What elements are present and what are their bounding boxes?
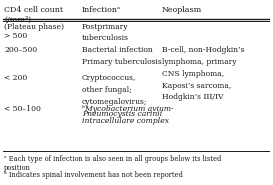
- Text: Primary tuberculosis: Primary tuberculosis: [82, 58, 161, 66]
- Text: ᵇ Indicates spinal involvement has not been reported: ᵇ Indicates spinal involvement has not b…: [4, 171, 183, 179]
- Text: ᵃ Each type of infection is also seen in all groups below its listed
position: ᵃ Each type of infection is also seen in…: [4, 155, 221, 172]
- Text: CNS lymphoma,: CNS lymphoma,: [162, 70, 224, 78]
- Text: 200–500: 200–500: [4, 46, 37, 54]
- Text: other fungal;: other fungal;: [82, 86, 131, 94]
- Text: < 50–100: < 50–100: [4, 105, 41, 113]
- Text: CD4 cell count
(/mm³): CD4 cell count (/mm³): [4, 6, 63, 23]
- Text: Hodgkin’s III/IV: Hodgkin’s III/IV: [162, 93, 223, 101]
- Text: cytomegalovirus;: cytomegalovirus;: [82, 98, 147, 106]
- Text: Neoplasm: Neoplasm: [162, 6, 202, 14]
- Text: Cryptococcus,: Cryptococcus,: [82, 74, 136, 82]
- Text: < 200: < 200: [4, 74, 27, 82]
- Text: B-cell, non-Hodgkin’s: B-cell, non-Hodgkin’s: [162, 46, 244, 54]
- Text: lymphoma, primary: lymphoma, primary: [162, 58, 236, 66]
- Text: Infectionᵃ: Infectionᵃ: [82, 6, 121, 14]
- Text: intracellulare complex: intracellulare complex: [82, 117, 169, 125]
- Text: (Plateau phase)
> 500: (Plateau phase) > 500: [4, 23, 64, 40]
- Text: tuberculosis: tuberculosis: [82, 34, 129, 43]
- Text: Pneumocystis carinii: Pneumocystis carinii: [82, 110, 162, 118]
- Text: ᵇMycobacterium avium-: ᵇMycobacterium avium-: [82, 105, 173, 113]
- Text: Postprimary: Postprimary: [82, 23, 128, 31]
- Text: Kaposi’s sarcoma,: Kaposi’s sarcoma,: [162, 82, 231, 90]
- Text: Bacterial infection: Bacterial infection: [82, 46, 152, 54]
